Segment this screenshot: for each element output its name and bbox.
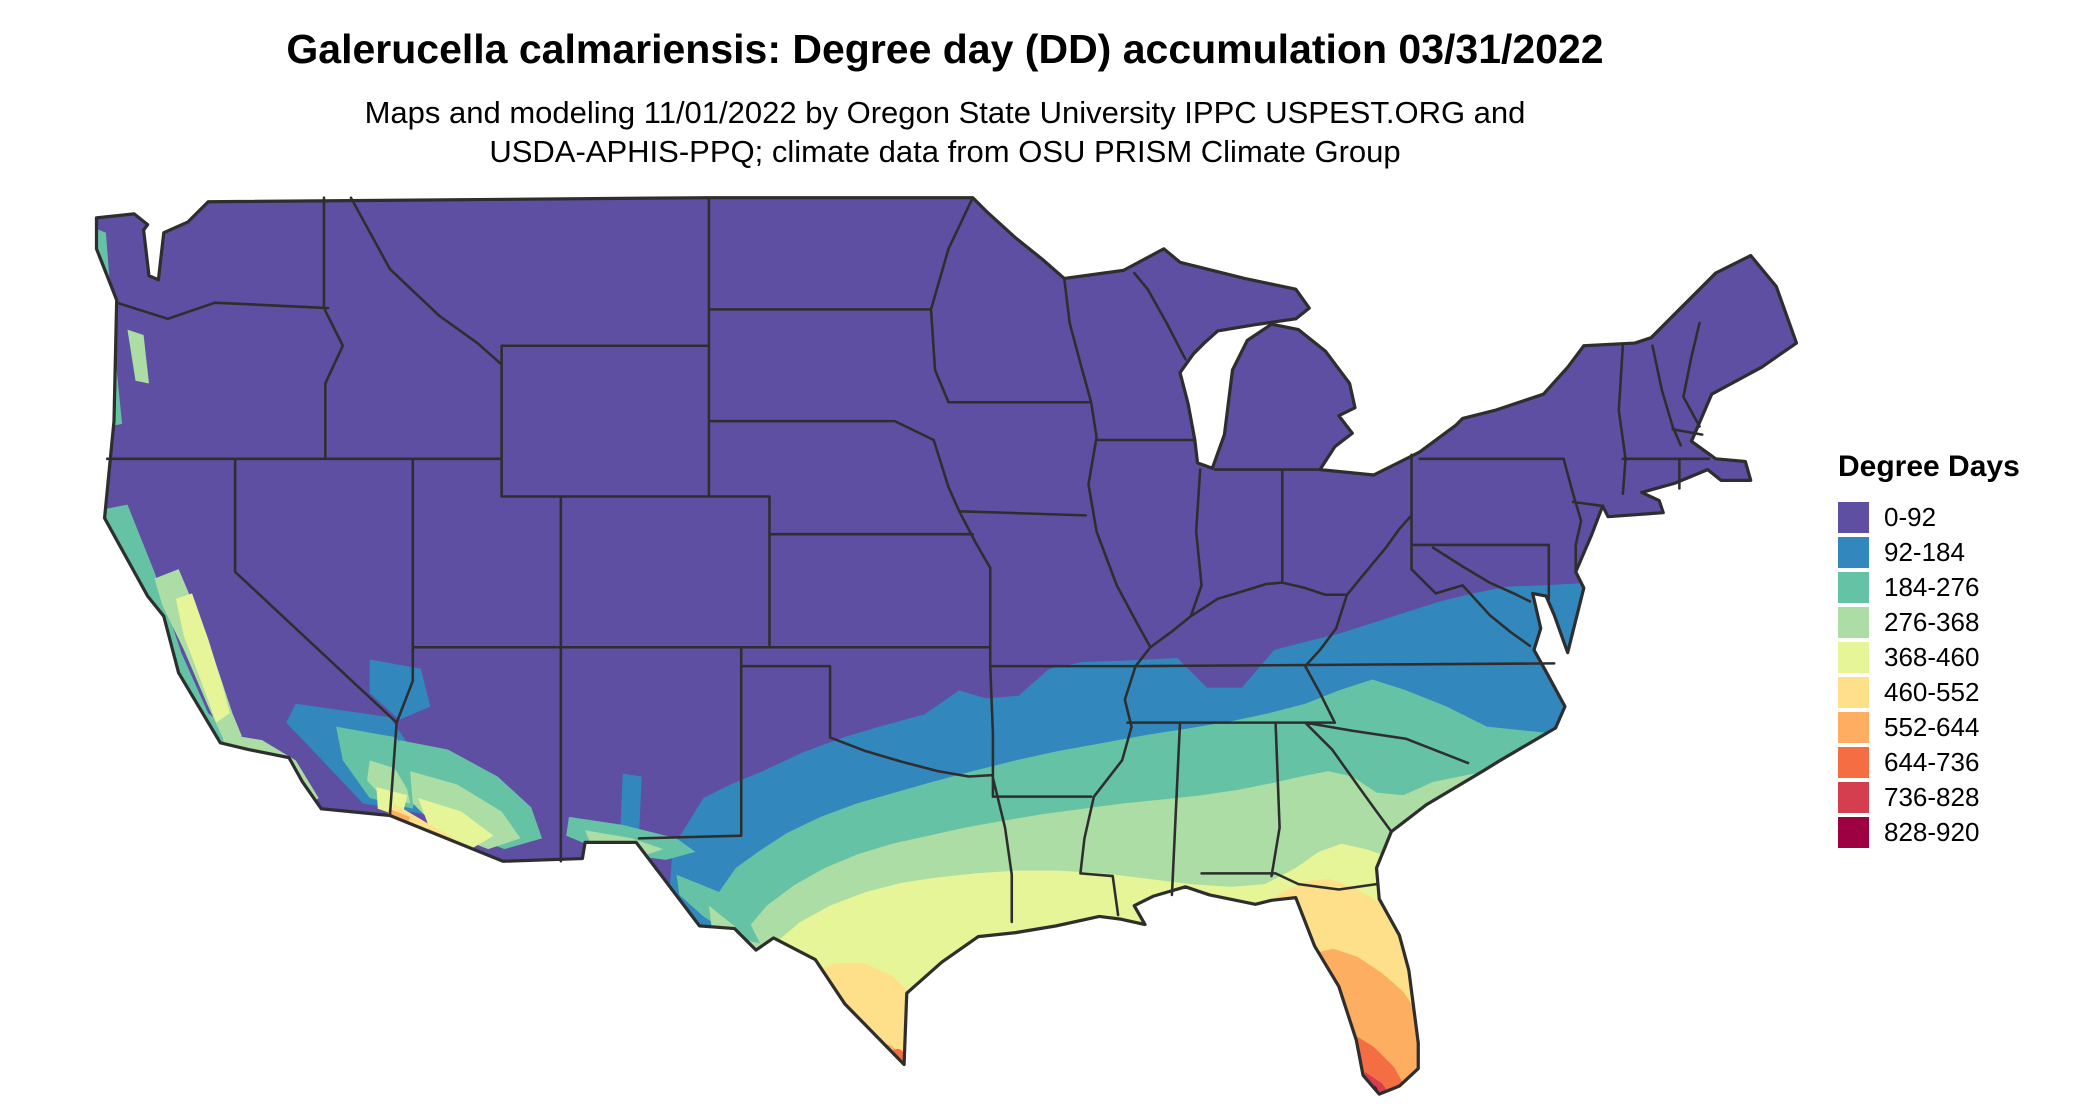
- legend-swatch: [1838, 677, 1869, 708]
- willamette-patch: [127, 329, 149, 384]
- band-368-460: [741, 843, 1797, 1095]
- legend-label: 92-184: [1884, 537, 1965, 567]
- legend-label: 460-552: [1884, 677, 1980, 707]
- legend-items: 0-92 92-184 184-276 276-368 368-460 460-552 55…: [1838, 502, 2020, 848]
- legend-item: 276-368: [1838, 607, 2020, 638]
- legend-item: 460-552: [1838, 677, 2020, 708]
- legend-title: Degree Days: [1838, 450, 2020, 483]
- legend-swatch: [1838, 502, 1869, 533]
- legend-swatch: [1838, 642, 1869, 673]
- band-552-644: [820, 948, 1797, 1095]
- legend-item: 736-828: [1838, 782, 2020, 813]
- legend-swatch: [1838, 712, 1869, 743]
- legend-label: 644-736: [1884, 747, 1980, 777]
- legend-label: 184-276: [1884, 572, 1980, 602]
- legend-item: 552-644: [1838, 712, 2020, 743]
- band-0-92: [96, 197, 1797, 1095]
- legend-item: 368-460: [1838, 642, 2020, 673]
- legend-swatch: [1838, 782, 1869, 813]
- legend-item: 92-184: [1838, 537, 2020, 568]
- legend-swatch: [1838, 537, 1869, 568]
- us-outline: [94, 196, 1799, 1096]
- legend-item: 0-92: [1838, 502, 2020, 533]
- legend-item: 644-736: [1838, 747, 2020, 778]
- subtitle-line-1: Maps and modeling 11/01/2022 by Oregon S…: [364, 95, 1526, 130]
- rio-grande-blue-patch: [620, 773, 642, 839]
- legend-label: 368-460: [1884, 642, 1980, 672]
- legend-label: 552-644: [1884, 712, 1980, 742]
- legend-swatch: [1838, 607, 1869, 638]
- subtitle-line-2: USDA-APHIS-PPQ; climate data from OSU PR…: [489, 134, 1401, 169]
- legend-label: 0-92: [1884, 502, 1937, 532]
- legend-swatch: [1838, 747, 1869, 778]
- degree-day-raster: [96, 197, 1797, 1095]
- legend-swatch: [1838, 572, 1869, 603]
- state-borders: [105, 196, 1711, 924]
- big-bend-teal-patch: [676, 874, 761, 944]
- legend-label: 828-920: [1884, 817, 1980, 847]
- legend-swatch: [1838, 817, 1869, 848]
- legend-label: 276-368: [1884, 607, 1980, 637]
- legend-label: 736-828: [1884, 782, 1980, 812]
- vegas-blue-patch: [369, 659, 431, 720]
- us-degree-day-map: [94, 196, 1799, 1096]
- page-title: Galerucella calmariensis: Degree day (DD…: [286, 26, 1604, 72]
- legend-item: 828-920: [1838, 817, 2020, 848]
- ca-valley-core-patch: [175, 593, 230, 723]
- az-pale-patch: [418, 798, 494, 850]
- legend: Degree Days 0-92 92-184 184-276 276-368 368-…: [1838, 450, 2020, 852]
- legend-item: 184-276: [1838, 572, 2020, 603]
- map-header: Galerucella calmariensis: Degree day (DD…: [0, 26, 1890, 171]
- az-green-patch: [410, 771, 521, 850]
